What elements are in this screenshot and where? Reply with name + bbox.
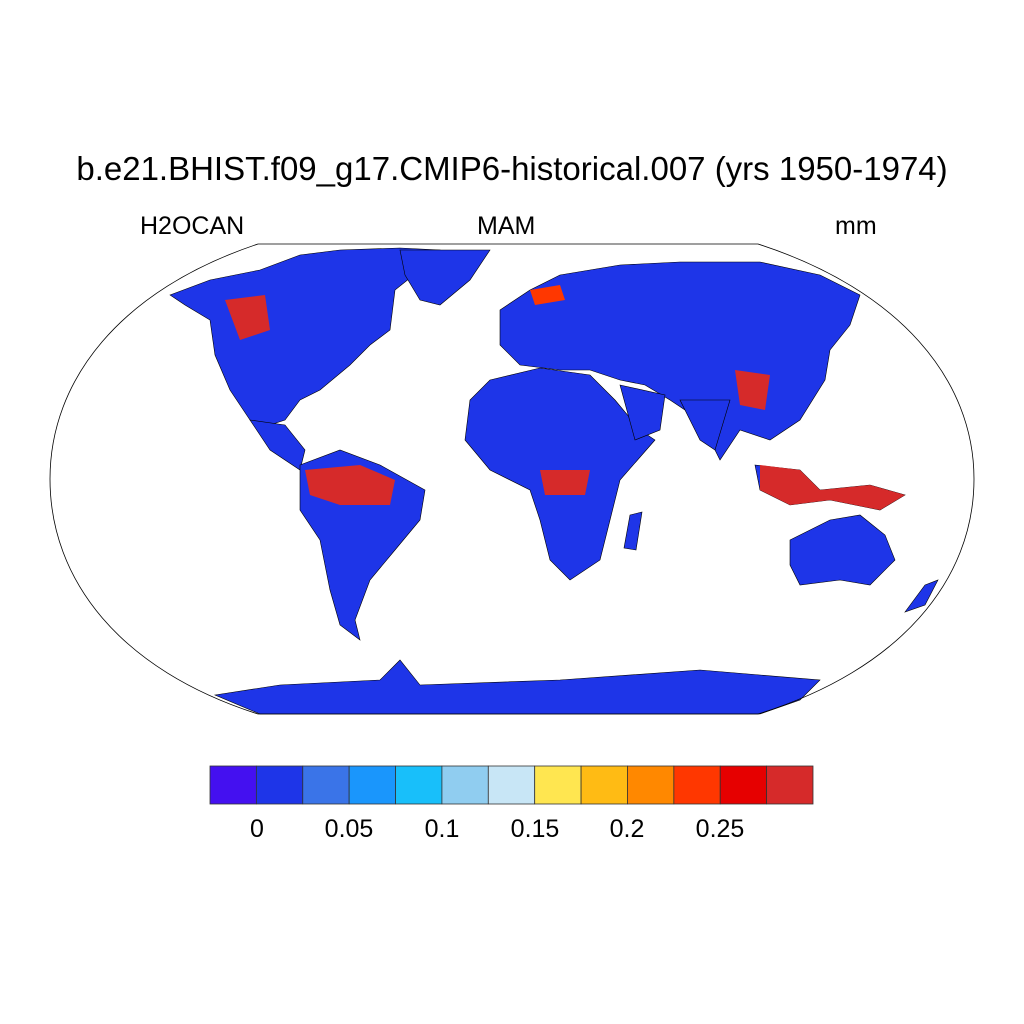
right-string: mm	[835, 212, 877, 240]
colorbar-box	[534, 765, 582, 805]
colorbar-tick-label: 0.25	[695, 815, 745, 843]
colorbar-tick-label: 0	[250, 815, 264, 843]
central-america	[249, 419, 306, 471]
high-region-canada	[225, 295, 270, 340]
colorbar-box	[348, 765, 396, 805]
colorbar-tick-label: 0.05	[324, 815, 374, 843]
high-region-indonesia	[760, 465, 905, 510]
colorbar	[209, 765, 814, 805]
madagascar	[623, 511, 643, 551]
colorbar-box	[580, 765, 628, 805]
eurasia	[499, 261, 861, 461]
greenland	[399, 249, 491, 306]
center-string: MAM	[477, 212, 536, 240]
colorbar-box	[441, 765, 489, 805]
arabia	[619, 384, 666, 441]
india	[679, 399, 731, 451]
colorbar-box	[719, 765, 768, 805]
high-region-congo	[540, 470, 590, 495]
high-region-tibet	[735, 370, 770, 410]
antarctica	[213, 659, 821, 715]
australia	[789, 514, 896, 586]
colorbar-box	[766, 765, 814, 805]
high-value-regions	[225, 285, 905, 510]
north-america	[169, 247, 441, 426]
colorbar-box	[302, 765, 350, 805]
colorbar-box	[627, 765, 675, 805]
map-border	[49, 243, 975, 715]
new-zealand	[904, 579, 939, 613]
plot-title: b.e21.BHIST.f09_g17.CMIP6-historical.007…	[76, 150, 948, 187]
colorbar-box	[209, 765, 257, 805]
colorbar-box	[487, 765, 536, 805]
high-region-scandinavia	[530, 285, 565, 305]
high-region-amazon	[305, 465, 395, 505]
land-layer	[169, 247, 939, 715]
colorbar-tick-label: 0.1	[424, 815, 460, 843]
colorbar-box	[255, 765, 304, 805]
colorbar-box	[673, 765, 721, 805]
colorbar-box	[395, 765, 443, 805]
colorbar-tick-label: 0.2	[609, 815, 645, 843]
colorbar-tick-label: 0.15	[510, 815, 560, 843]
left-string: H2OCAN	[140, 212, 245, 240]
